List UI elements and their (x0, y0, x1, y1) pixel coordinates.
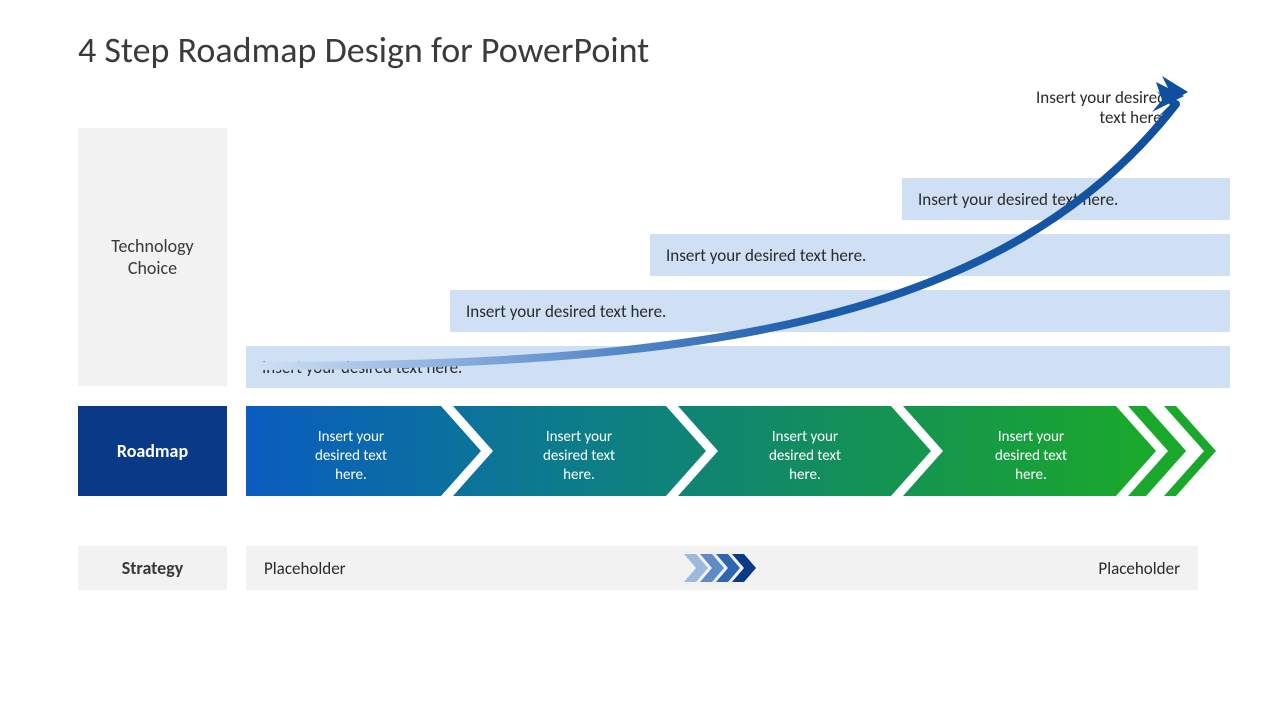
tech-choice-label-box: Technology Choice (78, 128, 227, 386)
roadmap-chevron-row: Insert your desired text here. Insert yo… (246, 406, 1216, 496)
roadmap-chev-3-label: Insert your desired text here. (720, 428, 890, 484)
roadmap-chev-1-label: Insert your desired text here. (266, 428, 436, 484)
strategy-bar: Placeholder Placeholder (246, 546, 1198, 590)
roadmap-chev-2-label: Insert your desired text here. (494, 428, 664, 484)
growth-arrow (246, 84, 1218, 390)
roadmap-label-box: Roadmap (78, 406, 227, 496)
strategy-label: Strategy (122, 557, 184, 580)
strategy-mini-chevrons (684, 554, 760, 582)
strategy-left-text: Placeholder (264, 558, 346, 579)
tech-choice-label: Technology Choice (111, 235, 193, 280)
strategy-right-text: Placeholder (1098, 558, 1180, 579)
roadmap-chev-4-label: Insert your desired text here. (946, 428, 1116, 484)
page-title: 4 Step Roadmap Design for PowerPoint (78, 28, 649, 72)
roadmap-label: Roadmap (117, 440, 188, 463)
strategy-label-box: Strategy (78, 546, 227, 590)
